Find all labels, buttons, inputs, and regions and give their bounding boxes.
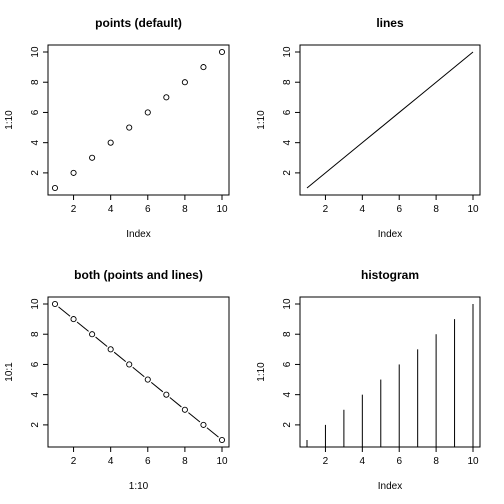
y-tick-label: 10: [30, 298, 41, 310]
data-point: [200, 64, 207, 71]
chart-title: points (default): [95, 16, 182, 30]
chart-panel-1: points (default) 2 4 6 8 10 2 4 6 8 10 Index 1:10: [4, 16, 230, 240]
series-line-segment: [113, 351, 127, 362]
chart-panel-4: histogram 2 4 6 8 10 2 4 6 8 10 Index 1:10: [256, 268, 481, 492]
data-point: [51, 184, 59, 192]
y-tick-label: 2: [30, 422, 41, 428]
y-tick-label: 6: [282, 361, 293, 367]
plot-frame: [47, 296, 230, 448]
data-point: [126, 124, 133, 131]
y-tick-label: 4: [282, 391, 293, 397]
y-tick-label: 10: [282, 298, 293, 310]
x-tick-label: 4: [360, 204, 366, 215]
data-point: [144, 109, 151, 116]
series-line-segment: [188, 412, 201, 423]
y-tick-label: 6: [30, 361, 41, 367]
chart-title: both (points and lines): [74, 268, 203, 282]
x-axis-label: 1:10: [129, 481, 149, 492]
y-axis-label: 10:1: [4, 362, 15, 382]
series-line-segment: [132, 366, 145, 378]
x-tick-label: 6: [396, 456, 402, 467]
x-tick-label: 2: [71, 204, 77, 215]
x-tick-label: 10: [216, 456, 228, 467]
y-tick-label: 4: [282, 139, 293, 145]
plot-frame: [299, 296, 481, 448]
data-point: [70, 316, 77, 323]
y-axis-label: 1:10: [256, 362, 267, 382]
data-point: [107, 139, 114, 146]
series-line-segment: [58, 306, 71, 317]
y-tick-label: 2: [30, 170, 41, 176]
data-point: [218, 436, 226, 444]
series-line-segment: [206, 427, 219, 438]
y-tick-label: 8: [282, 331, 293, 337]
y-tick-label: 4: [30, 391, 41, 397]
data-point: [126, 361, 133, 368]
y-tick-label: 6: [30, 109, 41, 115]
chart-title: histogram: [361, 268, 419, 282]
y-tick-label: 8: [30, 79, 41, 85]
x-tick-label: 8: [182, 204, 188, 215]
x-axis-label: Index: [126, 229, 150, 240]
series-line-segment: [150, 382, 164, 393]
series-line-segment: [95, 336, 108, 347]
data-point: [107, 346, 114, 353]
y-tick-label: 2: [282, 170, 293, 176]
x-tick-label: 10: [467, 456, 479, 467]
plot-frame: [47, 44, 230, 196]
data-point: [181, 79, 188, 86]
y-axis-label: 1:10: [256, 110, 267, 130]
y-tick-label: 2: [282, 422, 293, 428]
data-point: [181, 406, 188, 413]
x-tick-label: 6: [145, 204, 151, 215]
x-tick-label: 10: [216, 204, 228, 215]
y-tick-label: 8: [30, 331, 41, 337]
x-tick-label: 2: [323, 456, 329, 467]
y-tick-label: 8: [282, 79, 293, 85]
x-tick-label: 2: [71, 456, 77, 467]
x-axis-label: Index: [378, 229, 402, 240]
chart-title: lines: [376, 16, 404, 30]
y-axis-label: 1:10: [4, 110, 15, 130]
x-tick-label: 2: [323, 204, 329, 215]
data-point: [144, 376, 151, 383]
y-tick-label: 6: [282, 109, 293, 115]
x-tick-label: 4: [108, 204, 114, 215]
data-point: [70, 169, 77, 176]
series-line: [306, 51, 474, 189]
x-tick-label: 4: [360, 456, 366, 467]
data-point: [51, 300, 59, 308]
x-tick-label: 10: [467, 204, 479, 215]
plot-frame: [299, 44, 481, 196]
y-tick-label: 4: [30, 139, 41, 145]
series-line-segment: [169, 397, 182, 408]
chart-panel-2: lines 2 4 6 8 10 2 4 6 8 10 Index 1:10: [256, 16, 481, 240]
x-axis-label: Index: [378, 481, 402, 492]
data-point: [218, 48, 226, 56]
x-tick-label: 6: [145, 456, 151, 467]
data-point: [163, 94, 170, 101]
data-point: [89, 331, 96, 338]
x-tick-label: 8: [433, 204, 439, 215]
series-line-segment: [76, 321, 89, 332]
data-point: [163, 391, 170, 398]
x-tick-label: 8: [433, 456, 439, 467]
data-point: [89, 154, 96, 161]
x-tick-label: 6: [396, 204, 402, 215]
y-tick-label: 10: [282, 46, 293, 58]
data-point: [200, 421, 207, 428]
y-tick-label: 10: [30, 46, 41, 58]
chart-panel-3: both (points and lines) 2 4 6 8 10 2 4 6 8 10 1:10 1…: [4, 268, 230, 492]
x-tick-label: 4: [108, 456, 114, 467]
x-tick-label: 8: [182, 456, 188, 467]
